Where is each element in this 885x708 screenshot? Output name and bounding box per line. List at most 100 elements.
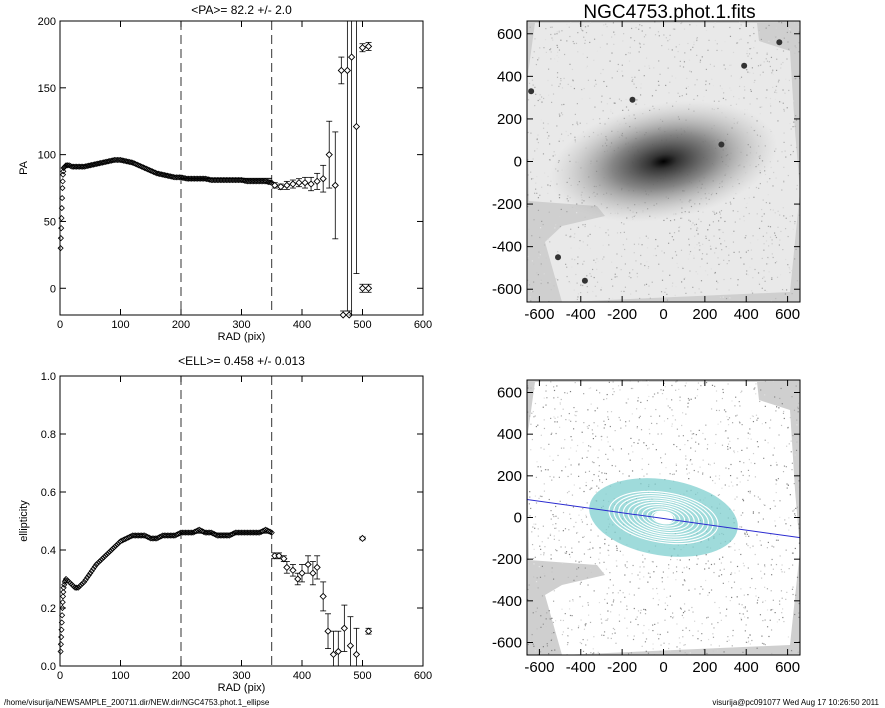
noise-pixel [665, 287, 667, 290]
noise-pixel [736, 484, 738, 486]
noise-pixel [620, 427, 622, 429]
x-axis-label: RAD (pix) [218, 682, 266, 694]
noise-pixel [689, 70, 691, 72]
noise-pixel [540, 263, 542, 265]
noise-pixel [728, 485, 730, 487]
data-point [283, 181, 291, 190]
noise-pixel [758, 187, 760, 189]
noise-pixel [690, 430, 692, 432]
noise-pixel [798, 542, 800, 544]
noise-pixel [542, 525, 544, 527]
noise-pixel [613, 31, 615, 33]
noise-pixel [705, 554, 707, 556]
noise-pixel [636, 408, 638, 410]
noise-pixel [531, 438, 533, 441]
noise-pixel [797, 402, 800, 404]
noise-pixel [542, 567, 544, 569]
noise-pixel [755, 595, 757, 597]
noise-pixel [673, 219, 676, 221]
noise-pixel [772, 69, 774, 71]
noise-pixel [676, 559, 678, 561]
noise-pixel [683, 61, 686, 63]
noise-pixel [705, 89, 707, 91]
noise-pixel [730, 89, 732, 91]
noise-pixel [778, 407, 780, 409]
noise-pixel [689, 460, 691, 462]
noise-pixel [610, 110, 612, 113]
noise-pixel [535, 476, 538, 479]
noise-pixel [755, 383, 757, 385]
noise-pixel [645, 609, 647, 611]
noise-pixel [561, 30, 563, 32]
noise-pixel [660, 291, 663, 293]
noise-pixel [774, 212, 776, 214]
noise-pixel [759, 106, 761, 108]
noise-pixel [749, 433, 751, 435]
y-axis-label: PA [18, 160, 30, 175]
curve-point [144, 166, 151, 173]
noise-pixel [623, 290, 625, 293]
noise-pixel [541, 96, 543, 98]
noise-pixel [544, 546, 546, 548]
noise-pixel [646, 247, 649, 249]
noise-pixel [701, 623, 703, 625]
noise-pixel [586, 523, 588, 526]
noise-pixel [773, 171, 775, 174]
noise-pixel [679, 225, 681, 228]
noise-pixel [780, 387, 782, 390]
noise-pixel [527, 194, 529, 196]
noise-pixel [560, 112, 563, 114]
noise-pixel [667, 242, 670, 244]
noise-pixel [733, 581, 736, 583]
noise-pixel [640, 609, 642, 611]
noise-pixel [726, 608, 728, 610]
noise-pixel [675, 566, 678, 568]
noise-pixel [612, 381, 614, 383]
y-tick-label: -400 [492, 239, 522, 256]
noise-pixel [659, 650, 661, 653]
noise-pixel [617, 480, 619, 483]
noise-pixel [755, 414, 758, 416]
curve-point [102, 552, 109, 559]
noise-pixel [552, 39, 554, 41]
noise-pixel [584, 223, 586, 226]
noise-pixel [560, 447, 563, 449]
noise-pixel [550, 200, 552, 202]
noise-pixel [628, 475, 630, 477]
noise-pixel [630, 652, 633, 654]
noise-pixel [573, 484, 575, 486]
noise-pixel [775, 69, 778, 72]
noise-pixel [657, 80, 660, 82]
noise-pixel [565, 419, 567, 421]
noise-pixel [563, 103, 565, 106]
noise-pixel [735, 103, 738, 105]
curve-point [78, 581, 85, 588]
noise-pixel [771, 243, 773, 245]
noise-pixel [537, 59, 539, 61]
noise-pixel [797, 406, 799, 408]
noise-pixel [697, 382, 700, 384]
noise-pixel [782, 471, 785, 473]
noise-pixel [640, 380, 642, 382]
noise-pixel [721, 487, 723, 489]
noise-pixel [749, 35, 751, 37]
noise-pixel [614, 632, 616, 634]
noise-pixel [547, 137, 549, 139]
noise-pixel [631, 445, 633, 447]
noise-pixel [586, 65, 589, 67]
noise-pixel [676, 445, 678, 448]
noise-pixel [696, 79, 698, 81]
noise-pixel [716, 400, 718, 402]
noise-pixel [731, 400, 733, 402]
noise-pixel [737, 210, 739, 213]
noise-pixel [705, 83, 707, 86]
noise-pixel [529, 26, 531, 28]
noise-pixel [798, 31, 800, 33]
noise-pixel [531, 543, 534, 546]
noise-pixel [685, 413, 687, 415]
curve-point [131, 160, 138, 167]
noise-pixel [654, 34, 657, 36]
noise-pixel [532, 158, 534, 160]
noise-pixel [759, 540, 761, 542]
noise-pixel [682, 612, 685, 614]
